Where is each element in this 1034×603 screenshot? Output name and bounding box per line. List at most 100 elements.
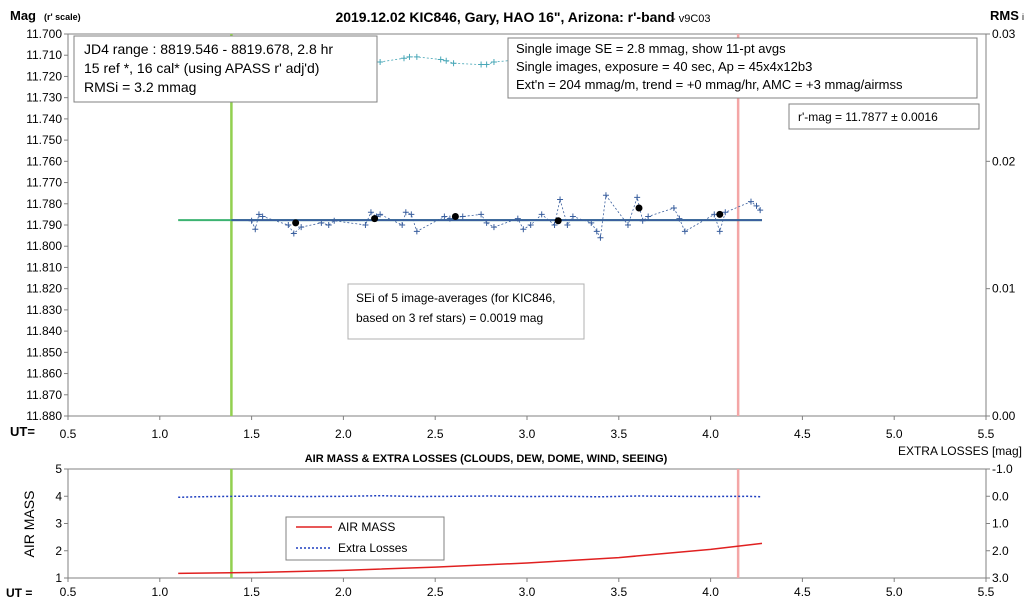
data-point bbox=[406, 53, 413, 60]
data-point bbox=[722, 209, 729, 216]
y-tick-label: 11.720 bbox=[26, 69, 62, 83]
data-point bbox=[670, 205, 677, 212]
data-point bbox=[441, 213, 448, 220]
top-chart-version: - v9C03 bbox=[672, 13, 711, 25]
data-point bbox=[557, 196, 564, 203]
y-tick-label: 11.730 bbox=[26, 91, 62, 105]
x-tick-label: 3.5 bbox=[610, 427, 627, 441]
rmsi-text: RMSi = 3.2 mmag bbox=[84, 79, 196, 95]
r-mag-box: r'-mag = 11.7877 ± 0.0016 bbox=[788, 103, 980, 130]
bottom-x-axis-label: UT = bbox=[6, 586, 32, 600]
data-point bbox=[446, 215, 453, 222]
y-tick-label: 2 bbox=[55, 544, 62, 558]
single-image-se-text: Single image SE = 2.8 mmag, show 11-pt a… bbox=[516, 41, 786, 56]
x-tick-label: 2.5 bbox=[427, 585, 444, 599]
data-point bbox=[593, 228, 600, 235]
data-point bbox=[681, 228, 688, 235]
y-tick-label: 1 bbox=[55, 571, 62, 585]
data-point bbox=[716, 228, 723, 235]
x-tick-label: 1.0 bbox=[151, 585, 168, 599]
sei-text-line2: based on 3 ref stars) = 0.0019 mag bbox=[356, 311, 543, 325]
data-point bbox=[443, 57, 450, 64]
y-tick-label: 5 bbox=[55, 462, 62, 476]
top-chart-title: 2019.12.02 KIC846, Gary, HAO 16", Arizon… bbox=[335, 9, 674, 25]
data-point bbox=[753, 202, 760, 209]
y-tick-label: 11.800 bbox=[26, 239, 62, 253]
data-point bbox=[248, 217, 255, 224]
top-y2-axis-label-sub: i bbox=[1022, 12, 1024, 22]
y2-tick-label: 3.0 bbox=[992, 571, 1009, 585]
y-tick-label: 11.820 bbox=[26, 282, 62, 296]
avg-point bbox=[716, 210, 724, 218]
y-tick-label: 11.810 bbox=[26, 260, 62, 274]
x-tick-label: 1.5 bbox=[243, 427, 260, 441]
legend-extra-losses-label: Extra Losses bbox=[338, 541, 407, 555]
y-tick-label: 11.710 bbox=[26, 48, 62, 62]
data-point bbox=[413, 53, 420, 60]
x-tick-label: 3.0 bbox=[519, 585, 536, 599]
data-point bbox=[478, 61, 485, 68]
data-point bbox=[757, 207, 764, 214]
data-point bbox=[255, 211, 262, 218]
single-image-box: Single image SE = 2.8 mmag, show 11-pt a… bbox=[507, 37, 978, 99]
avg-point bbox=[635, 204, 643, 212]
x-tick-label: 0.5 bbox=[60, 585, 77, 599]
ref-stars-text: 15 ref *, 16 cal* (using APASS r' adj'd) bbox=[84, 60, 319, 76]
x-tick-label: 4.5 bbox=[794, 585, 811, 599]
data-point bbox=[520, 226, 527, 233]
data-point bbox=[362, 222, 369, 228]
data-point bbox=[402, 209, 409, 216]
exposure-text: Single images, exposure = 40 sec, Ap = 4… bbox=[516, 59, 812, 74]
data-point bbox=[747, 198, 754, 205]
y2-tick-label: -1.0 bbox=[992, 462, 1013, 476]
x-tick-label: 3.0 bbox=[519, 427, 536, 441]
x-tick-label: 4.0 bbox=[702, 427, 719, 441]
data-point bbox=[478, 211, 485, 218]
data-point bbox=[400, 55, 407, 62]
avg-point bbox=[292, 219, 300, 227]
data-point bbox=[325, 222, 332, 228]
sei-text-line1: SEi of 5 image-averages (for KIC846, bbox=[356, 291, 555, 305]
y-tick-label: 11.740 bbox=[26, 112, 62, 126]
x-tick-label: 2.0 bbox=[335, 427, 352, 441]
data-point bbox=[602, 192, 609, 199]
data-point bbox=[413, 228, 420, 235]
air-mass-line bbox=[178, 542, 763, 575]
data-point bbox=[676, 215, 683, 222]
data-point bbox=[259, 213, 266, 220]
x-tick-label: 1.5 bbox=[243, 585, 260, 599]
data-point bbox=[634, 194, 641, 201]
y-tick-label: 11.830 bbox=[26, 303, 62, 317]
y-tick-label: 11.860 bbox=[26, 367, 62, 381]
x-tick-label: 2.5 bbox=[427, 427, 444, 441]
y2-tick-label: 0.03 bbox=[992, 27, 1016, 41]
bottom-chart-title: AIR MASS & EXTRA LOSSES (CLOUDS, DEW, DO… bbox=[305, 453, 668, 465]
y-tick-label: 11.880 bbox=[26, 409, 62, 423]
bottom-legend: AIR MASS Extra Losses bbox=[285, 516, 445, 561]
y-tick-label: 11.750 bbox=[26, 133, 62, 147]
data-point bbox=[483, 219, 490, 226]
data-point bbox=[588, 219, 595, 226]
data-point bbox=[298, 224, 305, 231]
data-point bbox=[711, 211, 718, 218]
x-tick-label: 3.5 bbox=[610, 585, 627, 599]
data-point bbox=[318, 219, 325, 226]
data-point bbox=[514, 215, 521, 222]
y2-tick-label: 0.02 bbox=[992, 154, 1016, 168]
plot-frame bbox=[67, 468, 987, 579]
y-tick-label: 4 bbox=[55, 489, 62, 503]
sei-box: SEi of 5 image-averages (for KIC846, bas… bbox=[347, 283, 585, 340]
bottom-y2-axis-label: EXTRA LOSSES [mag] bbox=[898, 444, 1022, 458]
data-point bbox=[551, 222, 558, 228]
data-point bbox=[399, 222, 406, 228]
data-point bbox=[367, 209, 374, 216]
data-point bbox=[624, 222, 631, 228]
x-tick-label: 4.0 bbox=[702, 585, 719, 599]
data-point bbox=[639, 217, 646, 224]
data-point bbox=[377, 211, 384, 218]
y-tick-label: 11.760 bbox=[26, 154, 62, 168]
bottom-plot-area: 5 4 3 2 1 -1.0 0.0 1.0 2.0 3.0 0.5 1.0 1.5 2.0 2.5 3.0 3… bbox=[55, 462, 1013, 599]
y2-tick-label: 0.0 bbox=[992, 489, 1009, 503]
x-tick-label: 0.5 bbox=[60, 427, 77, 441]
data-point bbox=[527, 222, 534, 228]
